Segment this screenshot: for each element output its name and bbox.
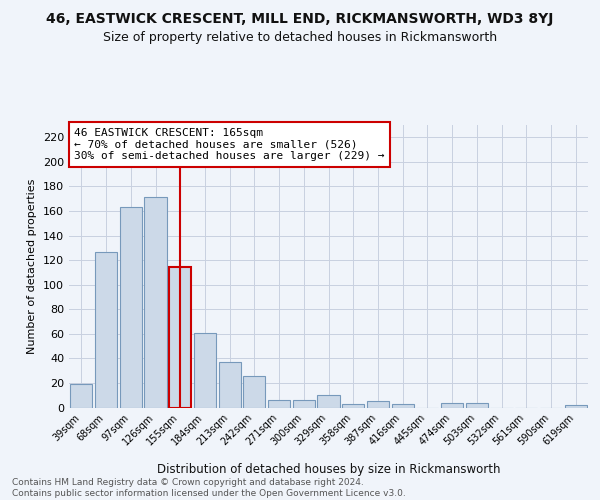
Bar [169,268,191,408]
Bar [317,395,340,407]
Bar [95,252,117,408]
Bar [367,402,389,407]
Bar [441,402,463,407]
Bar [194,332,216,407]
Bar [268,400,290,407]
Bar [145,198,167,408]
Bar [119,208,142,408]
Bar [392,404,414,407]
Bar [565,405,587,407]
Text: Size of property relative to detached houses in Rickmansworth: Size of property relative to detached ho… [103,31,497,44]
Text: Contains HM Land Registry data © Crown copyright and database right 2024.
Contai: Contains HM Land Registry data © Crown c… [12,478,406,498]
Bar [342,404,364,407]
Bar [293,400,315,407]
Text: Distribution of detached houses by size in Rickmansworth: Distribution of detached houses by size … [157,462,500,475]
Bar [243,376,265,408]
Text: 46 EASTWICK CRESCENT: 165sqm
← 70% of detached houses are smaller (526)
30% of s: 46 EASTWICK CRESCENT: 165sqm ← 70% of de… [74,128,385,161]
Bar [218,362,241,408]
Text: 46, EASTWICK CRESCENT, MILL END, RICKMANSWORTH, WD3 8YJ: 46, EASTWICK CRESCENT, MILL END, RICKMAN… [46,12,554,26]
Bar [466,402,488,407]
Bar [70,384,92,407]
Y-axis label: Number of detached properties: Number of detached properties [28,178,37,354]
